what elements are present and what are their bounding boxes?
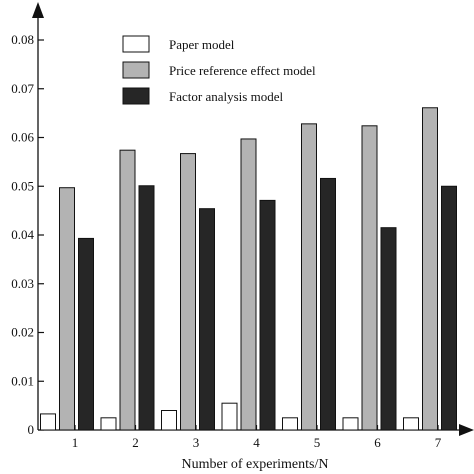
- x-tick-label: 1: [72, 435, 79, 450]
- legend-swatch: [122, 87, 150, 105]
- y-tick-label: 0.01: [11, 373, 34, 388]
- legend-swatch: [122, 61, 150, 79]
- x-tick-label: 6: [374, 435, 381, 450]
- bars: [40, 107, 457, 431]
- bar-price-reference-effect-model-4: [240, 138, 257, 431]
- x-tick-label: 7: [435, 435, 442, 450]
- x-tick-label: 5: [314, 435, 321, 450]
- y-tick-label: 0.02: [11, 325, 34, 340]
- bar-paper-model-7: [403, 417, 419, 431]
- legend-label: Price reference effect model: [169, 63, 316, 78]
- y-tick-label: 0.04: [11, 227, 34, 242]
- bar-factor-analysis-model-7: [441, 185, 457, 431]
- bar-paper-model-4: [221, 402, 238, 431]
- bar-paper-model-1: [40, 413, 56, 431]
- y-tick-label: 0.05: [11, 178, 34, 193]
- bar-paper-model-5: [282, 417, 298, 431]
- bar-factor-analysis-model-5: [320, 177, 336, 431]
- bar-paper-model-2: [100, 417, 117, 431]
- bar-price-reference-effect-model-1: [59, 187, 75, 431]
- bar-price-reference-effect-model-3: [180, 153, 196, 431]
- x-axis-title: Number of experiments/N: [182, 457, 329, 472]
- x-axis-arrowhead: [459, 424, 474, 436]
- legend-label: Paper model: [169, 37, 235, 52]
- bar-price-reference-effect-model-6: [361, 125, 378, 431]
- bar-factor-analysis-model-4: [259, 199, 276, 431]
- legend-swatch: [122, 35, 150, 53]
- x-tick-label: 2: [132, 435, 139, 450]
- legend: Paper model Price reference effect model F…: [122, 35, 316, 105]
- y-axis-arrowhead: [32, 2, 44, 18]
- bar-factor-analysis-model-1: [78, 237, 94, 431]
- bar-price-reference-effect-model-5: [301, 123, 317, 431]
- y-tick-label: 0.03: [11, 276, 34, 291]
- y-tick-label: 0.07: [11, 81, 34, 96]
- x-tick-label: 3: [193, 435, 200, 450]
- bar-paper-model-6: [342, 417, 359, 431]
- y-tick-label: 0.08: [11, 32, 34, 47]
- y-ticks: 0 0.01 0.02 0.03 0.04 0.05 0.06 0.07 0.08: [11, 32, 44, 437]
- bar-factor-analysis-model-2: [138, 185, 155, 431]
- bar-price-reference-effect-model-7: [422, 107, 438, 431]
- y-tick-label: 0.06: [11, 130, 34, 145]
- bar-factor-analysis-model-6: [380, 227, 397, 431]
- bar-price-reference-effect-model-2: [119, 149, 136, 431]
- legend-label: Factor analysis model: [169, 89, 283, 104]
- y-tick-label: 0: [28, 422, 35, 437]
- bar-factor-analysis-model-3: [199, 208, 215, 431]
- bar-paper-model-3: [161, 410, 177, 431]
- x-tick-label: 4: [253, 435, 260, 450]
